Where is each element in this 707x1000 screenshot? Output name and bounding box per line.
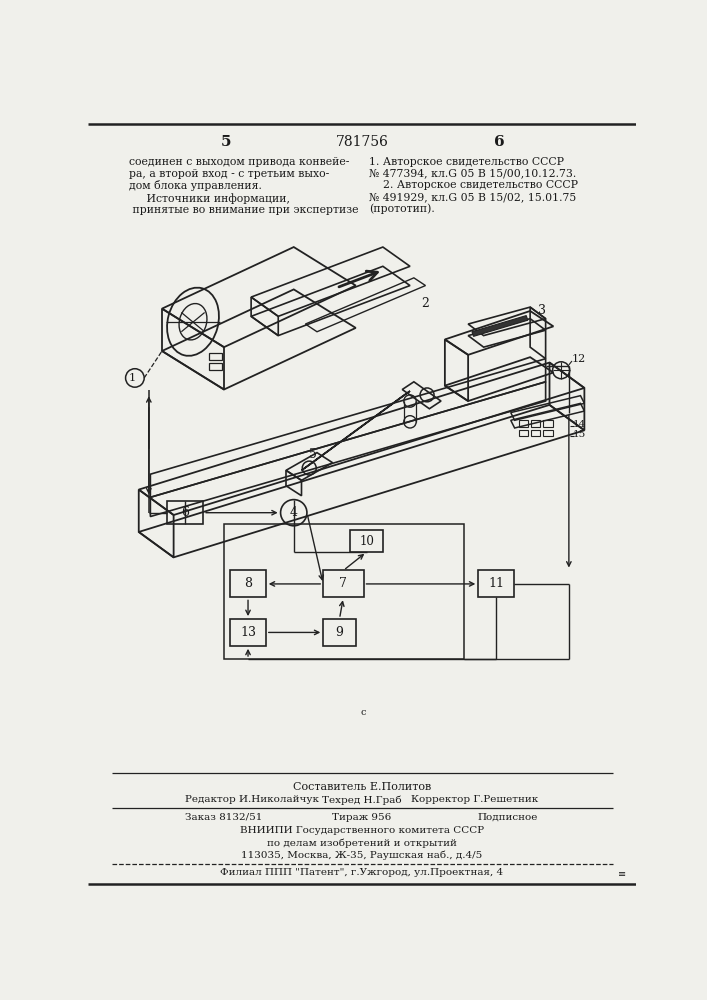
Text: по делам изобретений и открытий: по делам изобретений и открытий — [267, 838, 457, 848]
Text: 14: 14 — [573, 420, 586, 429]
Text: ВНИИПИ Государственного комитета СССР: ВНИИПИ Государственного комитета СССР — [240, 826, 484, 835]
Bar — [531, 420, 540, 427]
Text: соединен с выходом привода конвейе-
ра, а второй вход - с третьим выхо-
дом блок: соединен с выходом привода конвейе- ра, … — [129, 157, 358, 215]
Text: 11: 11 — [488, 577, 504, 590]
Text: 4: 4 — [290, 506, 298, 519]
Text: 9: 9 — [336, 626, 344, 639]
Text: 15: 15 — [573, 430, 586, 439]
Bar — [230, 619, 266, 646]
Polygon shape — [472, 316, 528, 336]
Text: с: с — [361, 708, 366, 717]
Bar — [518, 420, 528, 427]
Text: 1. Авторское свидетельство СССР
№ 477394, кл.G 05 B 15/00,10.12.73.
    2. Автор: 1. Авторское свидетельство СССР № 477394… — [369, 157, 578, 214]
Bar — [323, 570, 363, 597]
Bar — [209, 353, 223, 360]
Bar — [351, 530, 383, 552]
Text: Подписное: Подписное — [477, 813, 538, 822]
Bar — [230, 570, 266, 597]
Text: Техред Н.Граб: Техред Н.Граб — [322, 795, 402, 805]
Text: 8: 8 — [244, 577, 252, 590]
Text: 13: 13 — [240, 626, 256, 639]
Text: 5: 5 — [221, 135, 230, 149]
Text: 5: 5 — [309, 448, 317, 461]
Text: Филиал ППП "Патент", г.Ужгород, ул.Проектная, 4: Филиал ППП "Патент", г.Ужгород, ул.Проек… — [221, 868, 503, 877]
Text: Корректор Г.Решетник: Корректор Г.Решетник — [411, 795, 538, 804]
Bar — [543, 420, 553, 427]
Text: 2: 2 — [421, 297, 429, 310]
Text: 1: 1 — [129, 373, 136, 383]
Text: 7: 7 — [339, 577, 347, 590]
Text: 6: 6 — [181, 506, 189, 519]
Text: Редактор И.Николайчук: Редактор И.Николайчук — [185, 795, 320, 804]
Text: Составитель Е.Политов: Составитель Е.Политов — [293, 782, 431, 792]
Bar — [168, 501, 203, 524]
Text: Тираж 956: Тираж 956 — [332, 813, 392, 822]
Text: 10: 10 — [359, 535, 374, 548]
Text: ≡: ≡ — [617, 870, 626, 879]
Polygon shape — [301, 391, 410, 470]
Bar — [224, 524, 464, 659]
Bar — [531, 430, 540, 436]
Text: Заказ 8132/51: Заказ 8132/51 — [185, 813, 262, 822]
Bar — [543, 430, 553, 436]
Text: 12: 12 — [572, 354, 586, 364]
Text: 3: 3 — [538, 304, 546, 317]
Bar — [209, 363, 223, 370]
Bar — [518, 430, 528, 436]
Text: 6: 6 — [493, 135, 504, 149]
Text: 113035, Москва, Ж-35, Раушская наб., д.4/5: 113035, Москва, Ж-35, Раушская наб., д.4… — [241, 851, 483, 860]
Bar — [478, 570, 514, 597]
Text: 781756: 781756 — [336, 135, 388, 149]
Bar — [323, 619, 356, 646]
